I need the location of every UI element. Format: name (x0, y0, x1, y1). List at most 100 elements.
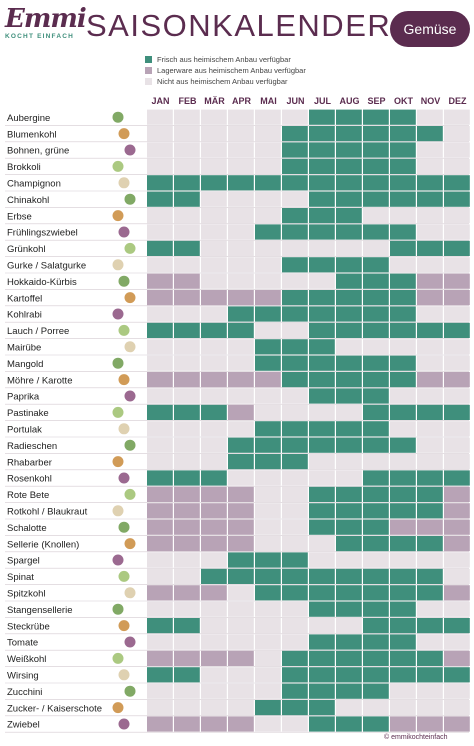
availability-cell (363, 109, 389, 125)
availability-cell (174, 240, 200, 256)
availability-cell (174, 519, 200, 535)
availability-cell (336, 191, 362, 207)
availability-cell (336, 601, 362, 617)
availability-cell (336, 175, 362, 191)
availability-cell (309, 142, 335, 158)
availability-cell (228, 470, 254, 486)
availability-cell (255, 716, 281, 732)
availability-cell (417, 404, 443, 420)
vegetable-label: Stangensellerie (7, 605, 73, 616)
availability-cell (336, 716, 362, 732)
availability-cell (417, 568, 443, 584)
availability-cell (228, 650, 254, 666)
month-label-jul: JUL (314, 96, 332, 106)
vegetable-illustration-icon (124, 439, 136, 451)
availability-cell (444, 273, 470, 289)
availability-cell (336, 634, 362, 650)
availability-cell (255, 601, 281, 617)
availability-cell (309, 290, 335, 306)
availability-cell (228, 552, 254, 568)
vegetable-illustration-icon (124, 341, 136, 353)
legend-label-stored: Lagerware aus heimischem Anbau verfügbar (157, 66, 306, 75)
availability-cell (417, 158, 443, 174)
vegetable-label: Rotkohl / Blaukraut (7, 507, 88, 518)
availability-cell (444, 404, 470, 420)
availability-cell (417, 454, 443, 470)
availability-cell (336, 618, 362, 634)
availability-cell (228, 208, 254, 224)
vegetable-label: Lauch / Porree (7, 326, 69, 337)
vegetable-illustration-icon (112, 111, 124, 123)
availability-cell (309, 700, 335, 716)
availability-cell (336, 322, 362, 338)
vegetable-illustration-icon (124, 144, 136, 156)
availability-cell (444, 290, 470, 306)
vegetable-illustration-icon (118, 324, 130, 336)
availability-cell (201, 470, 227, 486)
availability-cell (228, 290, 254, 306)
availability-cell (174, 634, 200, 650)
availability-cell (255, 503, 281, 519)
availability-cell (336, 650, 362, 666)
availability-cell (201, 372, 227, 388)
availability-cell (147, 536, 173, 552)
availability-cell (228, 388, 254, 404)
footer-credit: © emmikochteinfach (384, 734, 448, 741)
availability-cell (390, 240, 416, 256)
availability-cell (417, 437, 443, 453)
availability-cell (282, 634, 308, 650)
availability-cell (282, 470, 308, 486)
availability-cell (417, 109, 443, 125)
availability-cell (228, 158, 254, 174)
availability-cell (444, 355, 470, 371)
availability-cell (255, 454, 281, 470)
availability-cell (444, 339, 470, 355)
availability-cell (309, 519, 335, 535)
availability-cell (363, 142, 389, 158)
availability-cell (390, 421, 416, 437)
availability-cell (390, 158, 416, 174)
availability-cell (336, 667, 362, 683)
availability-cell (255, 142, 281, 158)
availability-cell (255, 240, 281, 256)
legend-swatch-fresh (145, 56, 152, 63)
availability-cell (201, 142, 227, 158)
availability-cell (336, 257, 362, 273)
availability-cell (336, 306, 362, 322)
availability-cell (363, 618, 389, 634)
availability-cell (201, 601, 227, 617)
vegetable-label: Brokkoli (7, 162, 41, 173)
availability-cell (228, 454, 254, 470)
legend-swatch-unavailable (145, 78, 152, 85)
availability-cell (282, 388, 308, 404)
month-label-mär: MÄR (204, 96, 225, 106)
availability-cell (201, 486, 227, 502)
availability-cell (390, 716, 416, 732)
availability-cell (390, 372, 416, 388)
availability-cell (282, 568, 308, 584)
availability-cell (309, 601, 335, 617)
availability-cell (147, 503, 173, 519)
availability-cell (147, 618, 173, 634)
availability-cell (201, 388, 227, 404)
availability-cell (363, 437, 389, 453)
availability-cell (255, 618, 281, 634)
availability-cell (390, 568, 416, 584)
vegetable-illustration-icon (112, 702, 124, 714)
vegetable-illustration-icon (124, 587, 136, 599)
availability-cell (390, 109, 416, 125)
availability-cell (228, 126, 254, 142)
availability-cell (336, 568, 362, 584)
availability-cell (174, 355, 200, 371)
availability-cell (201, 404, 227, 420)
availability-cell (282, 339, 308, 355)
availability-cell (336, 290, 362, 306)
legend-item-unavailable: Nicht aus heimischem Anbau verfügbar (145, 76, 306, 87)
availability-cell (444, 585, 470, 601)
vegetable-illustration-icon (124, 538, 136, 550)
availability-cell (417, 273, 443, 289)
availability-cell (282, 585, 308, 601)
availability-cell (444, 109, 470, 125)
availability-cell (417, 667, 443, 683)
vegetable-illustration-icon (118, 423, 130, 435)
